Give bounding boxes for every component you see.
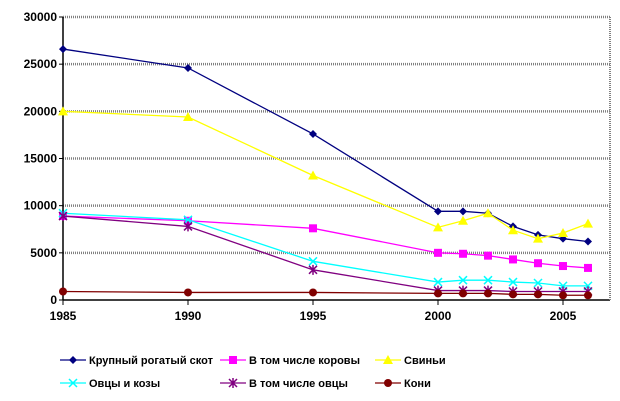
data-point (433, 277, 443, 287)
data-point (59, 45, 67, 54)
data-point (559, 291, 567, 300)
series-5: Кони (59, 287, 592, 390)
series-line (62, 290, 588, 296)
legend-marker (383, 355, 393, 364)
series-2: Свиньи (58, 106, 593, 367)
legend-label: В том числе овцы (249, 378, 348, 390)
series-line (62, 48, 589, 243)
data-point (508, 225, 518, 235)
series-line (62, 110, 589, 240)
data-point (434, 207, 442, 216)
data-point (459, 207, 467, 216)
data-point (434, 248, 442, 257)
legend-label: Овцы и козы (89, 378, 160, 390)
data-point (509, 255, 517, 264)
data-point (433, 222, 443, 232)
data-point (458, 215, 468, 225)
data-point (484, 289, 492, 298)
series-3: Овцы и козы (58, 208, 593, 390)
y-tick-label: 0 (50, 293, 57, 307)
x-tick-label: 1985 (50, 309, 77, 323)
series-4: В том числе овцы (58, 211, 593, 390)
x-tick-label: 1990 (175, 309, 202, 323)
legend-marker (229, 356, 237, 364)
data-point (184, 63, 192, 72)
data-point (584, 291, 592, 300)
data-point (434, 289, 442, 298)
data-point (509, 290, 517, 299)
data-point (59, 287, 67, 296)
data-point (584, 263, 592, 272)
legend-label: Кони (404, 378, 431, 390)
data-point (484, 251, 492, 260)
data-point (533, 278, 543, 288)
data-point (459, 249, 467, 258)
x-tick-label: 2000 (425, 309, 452, 323)
x-tick-label: 1995 (300, 309, 327, 323)
legend-label: Крупный рогатый скот (89, 355, 214, 367)
data-point (183, 111, 193, 121)
data-point (559, 262, 567, 271)
series-line (62, 215, 589, 269)
data-point (458, 275, 468, 285)
data-point (184, 288, 192, 297)
data-point (583, 218, 593, 228)
y-tick-label: 25000 (24, 57, 58, 71)
data-point (533, 233, 543, 243)
data-point (534, 259, 542, 268)
y-tick-label: 10000 (24, 199, 58, 213)
data-point (309, 224, 317, 233)
legend-label: Свиньи (404, 355, 446, 367)
data-point (558, 228, 568, 238)
y-tick-label: 5000 (30, 246, 57, 260)
data-point (483, 208, 493, 218)
data-point (183, 215, 193, 225)
data-point (58, 106, 68, 116)
y-tick-label: 15000 (24, 152, 58, 166)
x-tick-label: 2005 (550, 309, 577, 323)
legend-marker (68, 378, 78, 388)
y-tick-label: 20000 (24, 104, 58, 118)
legend-marker (384, 379, 392, 387)
data-point (309, 288, 317, 297)
data-point (308, 264, 318, 275)
legend-marker (69, 356, 77, 364)
data-point (308, 170, 318, 180)
data-point (534, 290, 542, 299)
data-point (508, 277, 518, 287)
data-point (584, 237, 592, 246)
series-1: В том числе коровы (59, 212, 592, 367)
series-line (62, 215, 588, 293)
data-point (459, 289, 467, 298)
legend-label: В том числе коровы (249, 355, 360, 367)
data-point (183, 221, 193, 232)
data-point (483, 275, 493, 285)
data-point (58, 211, 68, 222)
y-tick-label: 30000 (24, 10, 58, 24)
series-line (62, 212, 588, 287)
data-point (308, 256, 318, 266)
data-point (309, 129, 317, 138)
legend-marker (228, 378, 238, 388)
